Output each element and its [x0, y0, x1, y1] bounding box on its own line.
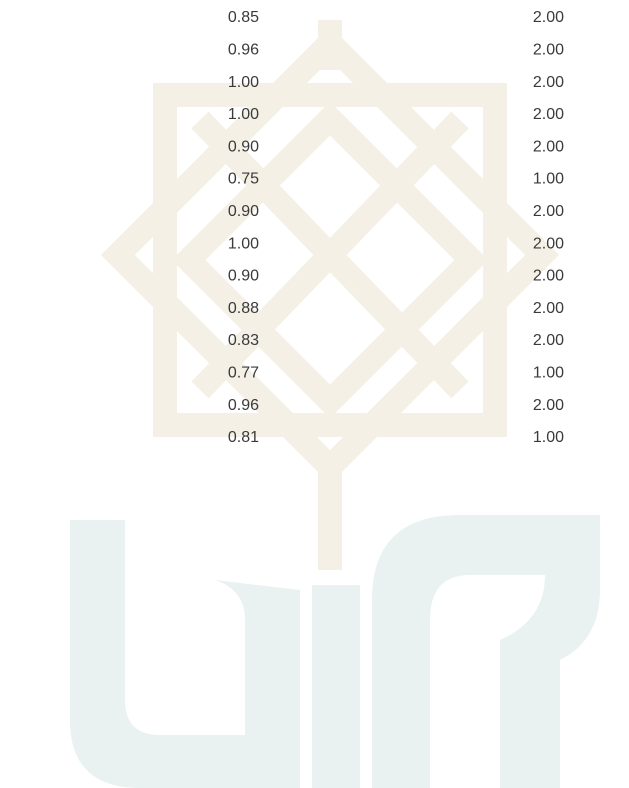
document-page: 0.85 2.00 0.96 2.00 1.00 2.00 1.00 2.00 0.90 2.00…: [0, 0, 629, 788]
cell-value-b: 2.00: [533, 300, 564, 317]
watermark: [118, 20, 542, 570]
cell-value-a: 0.77: [228, 365, 259, 382]
cell-value-b: 2.00: [533, 74, 564, 91]
cell-value-b: 2.00: [533, 235, 564, 252]
cell-value-b: 2.00: [533, 106, 564, 123]
cell-value-a: 0.81: [228, 429, 259, 446]
cell-value-b: 2.00: [533, 203, 564, 220]
watermark-knot: [200, 120, 460, 390]
cell-value-b: 2.00: [533, 268, 564, 285]
cell-value-b: 2.00: [533, 9, 564, 26]
cell-value-b: 1.00: [533, 171, 564, 188]
cell-value-b: 2.00: [533, 138, 564, 155]
cell-value-a: 1.00: [228, 106, 259, 123]
cell-value-b: 2.00: [533, 397, 564, 414]
cell-value-a: 1.00: [228, 74, 259, 91]
cell-value-a: 0.90: [228, 138, 259, 155]
watermark-letter-n: [372, 515, 600, 788]
cell-value-a: 0.96: [228, 397, 259, 414]
cell-value-a: 0.83: [228, 332, 259, 349]
watermark-letter-u: [70, 520, 300, 788]
page: 0.85 2.00 0.96 2.00 1.00 2.00 1.00 2.00 0.90 2.00…: [0, 0, 629, 788]
cell-value-a: 0.90: [228, 203, 259, 220]
cell-value-b: 1.00: [533, 365, 564, 382]
cell-value-a: 0.96: [228, 42, 259, 59]
cell-value-a: 0.75: [228, 171, 259, 188]
cell-value-a: 0.90: [228, 268, 259, 285]
cell-value-a: 1.00: [228, 235, 259, 252]
cell-value-b: 2.00: [533, 42, 564, 59]
cell-value-b: 2.00: [533, 332, 564, 349]
cell-value-a: 0.88: [228, 300, 259, 317]
cell-value-b: 1.00: [533, 429, 564, 446]
watermark-letter-i: [312, 585, 360, 788]
cell-value-a: 0.85: [228, 9, 259, 26]
